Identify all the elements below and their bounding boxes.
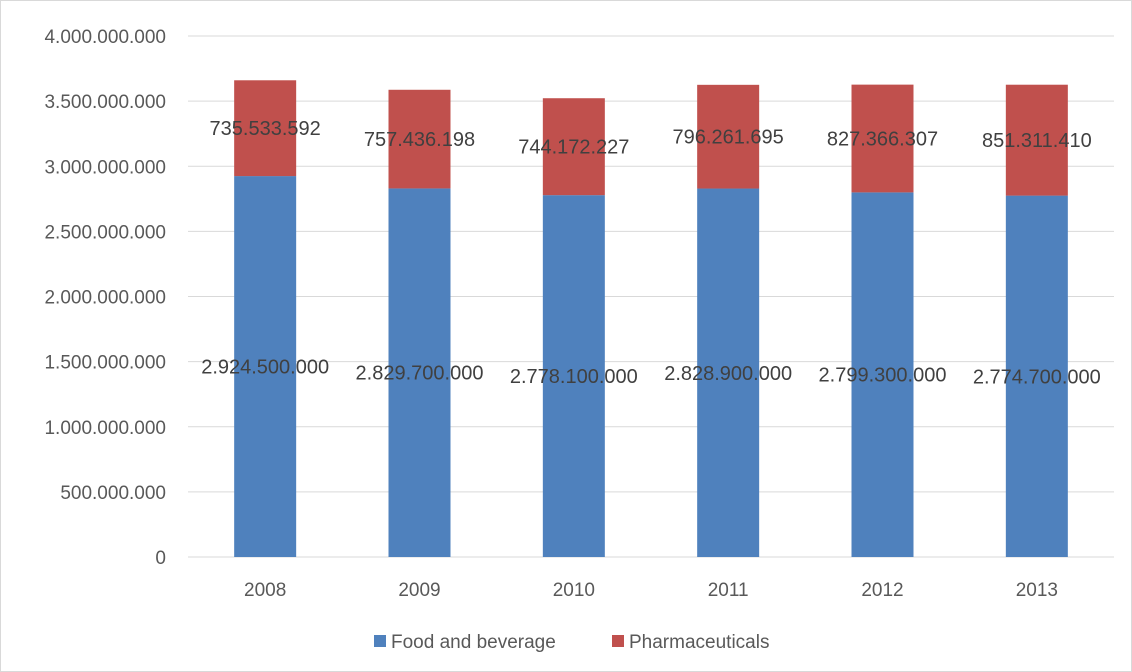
bars	[234, 80, 1068, 558]
bar-pharmaceuticals-2008	[234, 80, 297, 177]
data-label: 744.172.227	[518, 137, 629, 159]
y-tick-label: 3.000.000.000	[44, 157, 166, 178]
legend-swatch	[612, 635, 624, 647]
y-tick-label: 3.500.000.000	[44, 92, 166, 113]
x-tick-label: 2011	[708, 580, 749, 601]
bar-food-and-beverage-2013	[1005, 195, 1068, 557]
bar-food-and-beverage-2008	[234, 176, 297, 558]
bar-food-and-beverage-2011	[697, 188, 760, 558]
y-tick-label: 2.000.000.000	[44, 288, 166, 309]
bar-food-and-beverage-2012	[851, 192, 914, 557]
data-label: 2.828.900.000	[664, 363, 792, 385]
x-tick-label: 2008	[244, 580, 286, 601]
legend-swatch	[374, 635, 386, 647]
bar-pharmaceuticals-2012	[851, 84, 914, 193]
bar-pharmaceuticals-2011	[697, 84, 760, 189]
bar-food-and-beverage-2009	[388, 188, 451, 557]
data-label: 2.774.700.000	[973, 366, 1101, 388]
y-tick-label: 500.000.000	[60, 483, 166, 504]
y-tick-label: 1.500.000.000	[44, 353, 166, 374]
legend-item-food-and-beverage: Food and beverage	[374, 632, 556, 653]
x-tick-label: 2012	[861, 580, 903, 601]
data-label: 827.366.307	[827, 129, 938, 151]
data-label: 2.778.100.000	[510, 366, 638, 388]
bar-pharmaceuticals-2009	[388, 89, 451, 189]
y-tick-label: 0	[155, 548, 166, 569]
data-label: 2.799.300.000	[819, 365, 947, 387]
y-tick-label: 2.500.000.000	[44, 222, 166, 243]
data-label: 851.311.410	[982, 130, 1092, 152]
x-tick-label: 2009	[398, 580, 440, 601]
bar-pharmaceuticals-2010	[542, 98, 605, 196]
x-tick-label: 2013	[1016, 580, 1058, 601]
gridlines	[188, 35, 1114, 558]
x-axis-tick-labels: 2008 2009 2010 2011 2012 2013	[244, 580, 1058, 601]
y-tick-label: 4.000.000.000	[44, 27, 166, 48]
legend-item-pharmaceuticals: Pharmaceuticals	[612, 632, 769, 653]
legend: Food and beverage Pharmaceuticals	[374, 632, 769, 653]
y-tick-label: 1.000.000.000	[44, 418, 166, 439]
x-tick-label: 2010	[553, 580, 595, 601]
bar-pharmaceuticals-2013	[1005, 84, 1068, 196]
data-label: 2.924.500.000	[201, 357, 329, 379]
data-label: 757.436.198	[364, 129, 475, 151]
data-labels: 2.924.500.000 735.533.592 2.829.700.000 757…	[201, 118, 1101, 388]
data-label: 796.261.695	[673, 127, 784, 149]
data-label: 2.829.700.000	[356, 363, 484, 385]
y-axis-tick-labels: 0 500.000.000 1.000.000.000 1.500.000.000 2.…	[44, 27, 166, 569]
bar-food-and-beverage-2010	[542, 195, 605, 558]
legend-label: Pharmaceuticals	[629, 632, 769, 653]
data-label: 735.533.592	[210, 118, 321, 140]
legend-label: Food and beverage	[391, 632, 556, 653]
